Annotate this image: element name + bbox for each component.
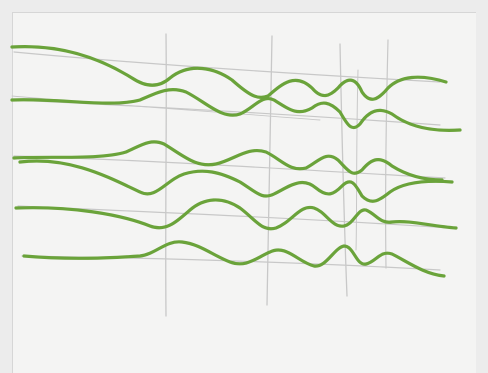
grid-vertical-line — [266, 35, 273, 306]
wave-stroke — [18, 159, 454, 203]
grid-vertical-line — [339, 43, 348, 297]
window-edge — [476, 0, 488, 373]
wave-stroke — [12, 140, 444, 182]
wave-stroke — [10, 87, 462, 132]
sketch-grid — [11, 33, 451, 317]
drawing-canvas[interactable] — [12, 12, 488, 373]
wave-stroke — [10, 44, 448, 101]
grid-vertical-line — [385, 39, 389, 269]
wave-strokes — [10, 44, 462, 278]
wave-stroke — [14, 198, 458, 231]
wave-stroke — [22, 240, 446, 278]
grid-vertical-line — [355, 69, 359, 251]
grid-vertical-line — [165, 33, 167, 317]
